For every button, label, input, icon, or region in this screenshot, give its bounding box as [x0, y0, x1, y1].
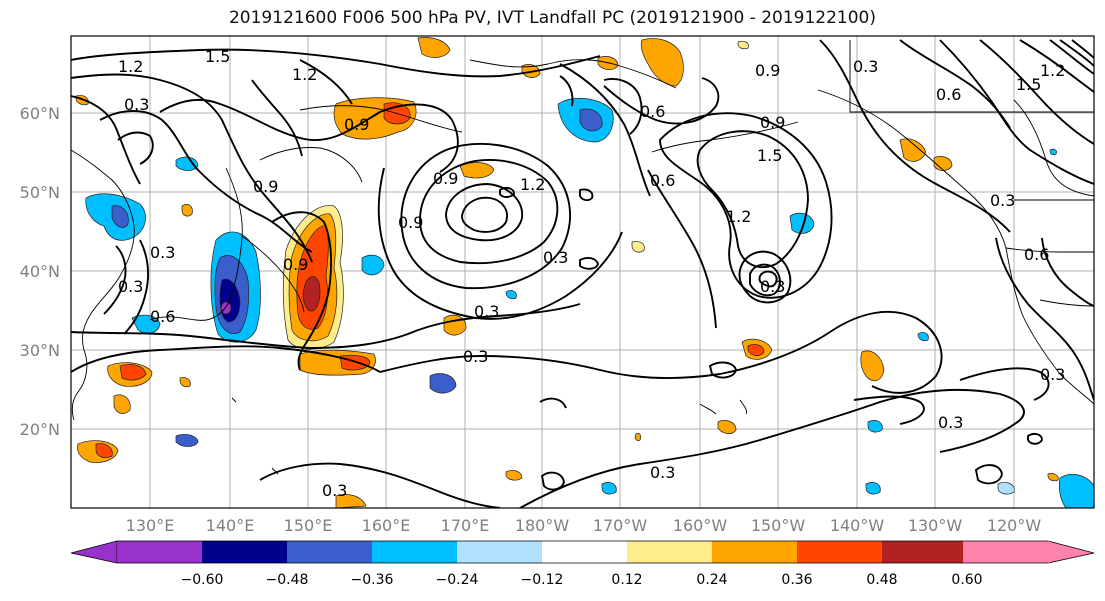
colorbar-tick: −0.12: [521, 572, 564, 588]
colorbar-segment: [117, 541, 203, 563]
contour-label: 0.9: [398, 213, 423, 232]
contour-label: 1.5: [1016, 75, 1041, 94]
lon-label: 130°E: [126, 516, 175, 535]
contour-label: 1.2: [292, 65, 317, 84]
lat-label: 60°N: [20, 104, 60, 123]
colorbar-tick: −0.60: [181, 572, 224, 588]
lon-label: 180°W: [515, 516, 570, 535]
contour-label: 0.3: [1040, 365, 1065, 384]
contour-label: 0.6: [640, 102, 665, 121]
colorbar-tick: 0.12: [611, 572, 642, 588]
pv-contours: [71, 39, 1094, 508]
contour-label: 0.9: [283, 255, 308, 274]
contour-label: 0.3: [938, 413, 963, 432]
contour-label: 0.9: [344, 115, 369, 134]
lon-label: 160°W: [673, 516, 728, 535]
lat-label: 20°N: [20, 420, 60, 439]
contour-label: 0.6: [150, 307, 175, 326]
contour-label: 1.5: [205, 47, 230, 66]
lon-label: 150°W: [751, 516, 806, 535]
longitude-labels: 130°E 140°E 150°E 160°E 170°E 180°W 170°…: [126, 516, 1042, 535]
contour-label: 0.3: [853, 57, 878, 76]
contour-label: 1.5: [757, 146, 782, 165]
contour-label: 1.2: [118, 57, 143, 76]
lon-label: 120°W: [987, 516, 1042, 535]
lat-label: 30°N: [20, 341, 60, 360]
contour-label: 0.3: [543, 248, 568, 267]
contour-label: 1.2: [1040, 61, 1065, 80]
lon-label: 140°E: [206, 516, 255, 535]
lat-label: 50°N: [20, 183, 60, 202]
contour-label: 0.3: [118, 277, 143, 296]
colorbar-extend-high: [1047, 540, 1095, 564]
contour-label: 0.6: [936, 85, 961, 104]
contour-label: 0.3: [760, 277, 785, 296]
colorbar-tick: −0.24: [436, 572, 479, 588]
colorbar-tick: 0.24: [696, 572, 727, 588]
contour-label: 0.6: [650, 171, 675, 190]
contour-label: 0.9: [253, 177, 278, 196]
lon-label: 150°E: [284, 516, 333, 535]
lon-label: 130°W: [908, 516, 963, 535]
coastlines: [71, 40, 1094, 475]
colorbar-tick: 0.48: [866, 572, 897, 588]
contour-label: 0.9: [760, 113, 785, 132]
colorbar-segment: [542, 541, 628, 563]
colorbar-tick: −0.48: [266, 572, 309, 588]
lat-label: 40°N: [20, 262, 60, 281]
colorbar-segment: [202, 541, 288, 563]
contour-label: 0.3: [150, 243, 175, 262]
contour-label: 0.9: [755, 61, 780, 80]
contour-label: 0.3: [650, 463, 675, 482]
colorbar-segment: [712, 541, 798, 563]
contour-label: 0.6: [1024, 245, 1049, 264]
contour-label: 1.2: [726, 207, 751, 226]
colorbar-tick: 0.60: [951, 572, 982, 588]
map-frame: [70, 35, 1095, 509]
colorbar-segment: [372, 541, 458, 563]
map-title: 2019121600 F006 500 hPa PV, IVT Landfall…: [228, 8, 876, 28]
colorbar-segment: [963, 541, 1049, 563]
colorbar-tick: −0.36: [351, 572, 394, 588]
contour-label: 0.3: [124, 95, 149, 114]
contour-label-group: 1.2 1.5 1.2 0.9 0.9 0.9 0.9 0.6 0.9 1.5 …: [118, 47, 1065, 500]
contour-label: 0.9: [433, 169, 458, 188]
lon-label: 140°W: [830, 516, 885, 535]
latitude-labels: 60°N 50°N 40°N 30°N 20°N: [20, 104, 60, 439]
colorbar-segment: [627, 541, 713, 563]
lon-label: 170°E: [441, 516, 490, 535]
contour-label: 0.3: [990, 191, 1015, 210]
colorbar-segment: [797, 541, 883, 563]
contour-label: 0.3: [474, 302, 499, 321]
colorbar-segment: [882, 541, 968, 563]
colorbar-segment: [287, 541, 373, 563]
contour-label: 0.3: [322, 481, 347, 500]
colorbar-segment: [457, 541, 543, 563]
contour-label: 0.3: [463, 347, 488, 366]
contour-label: 1.2: [520, 175, 545, 194]
colorbar-tick: 0.36: [781, 572, 812, 588]
colorbar: −0.60 −0.48 −0.36 −0.24 −0.12 0.12 0.24 …: [70, 540, 1095, 588]
colorbar-extend-low: [70, 540, 118, 564]
lon-label: 160°E: [362, 516, 411, 535]
lon-label: 170°W: [593, 516, 648, 535]
